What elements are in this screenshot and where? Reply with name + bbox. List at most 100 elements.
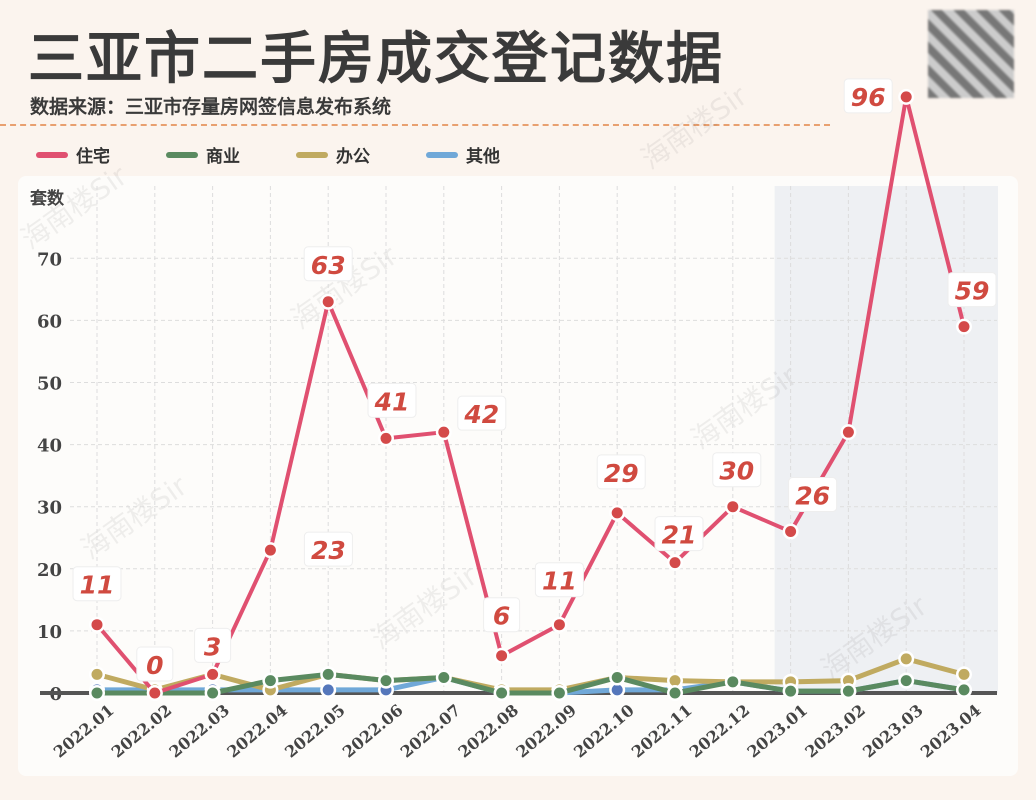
- data-point: [842, 426, 854, 438]
- legend-item[interactable]: 其他: [426, 142, 556, 167]
- data-label: 96: [851, 83, 886, 112]
- data-label: 6: [493, 602, 510, 631]
- data-source: 数据来源：三亚市存量房网签信息发布系统: [30, 96, 392, 118]
- data-label: 59: [955, 277, 990, 306]
- legend-label: 其他: [466, 147, 500, 167]
- y-tick-label: 10: [37, 622, 62, 643]
- y-tick-label: 40: [37, 436, 62, 457]
- legend-label: 商业: [206, 147, 240, 167]
- data-point: [91, 619, 103, 631]
- legend-label: 办公: [336, 147, 370, 167]
- data-label-box: [483, 597, 521, 633]
- data-point: [842, 675, 854, 687]
- data-point: [785, 526, 797, 538]
- data-point: [842, 685, 854, 697]
- data-point: [958, 684, 970, 696]
- highlight-region: [774, 186, 998, 693]
- x-tick-label: 2022.02: [108, 701, 176, 762]
- legend-item[interactable]: 住宅: [36, 142, 166, 167]
- data-label: 11: [542, 567, 577, 596]
- data-point: [727, 676, 739, 688]
- x-tick-label: 2022.12: [686, 701, 754, 762]
- y-tick-label: 20: [37, 560, 62, 581]
- x-tick-label: 2022.07: [397, 701, 465, 762]
- data-point: [264, 675, 276, 687]
- data-label-box: [947, 272, 997, 308]
- data-point: [669, 675, 681, 687]
- data-label: 21: [662, 521, 697, 550]
- watermark-text: 海南楼Sir: [365, 559, 483, 656]
- watermark-text: 海南楼Sir: [635, 79, 753, 176]
- legend-label: 住宅: [76, 147, 110, 167]
- x-tick-label: 2022.05: [281, 701, 349, 762]
- data-point: [900, 653, 912, 665]
- x-tick-label: 2023.03: [859, 701, 927, 762]
- data-point: [669, 687, 681, 699]
- series-line-2: [96, 656, 965, 693]
- data-label: 63: [311, 251, 346, 280]
- data-label: 3: [204, 632, 221, 661]
- data-point: [380, 675, 392, 687]
- data-label: 29: [604, 459, 639, 488]
- y-tick-label: 60: [37, 311, 62, 332]
- legend: 住宅 商业 办公 其他: [36, 142, 556, 167]
- data-point: [727, 501, 739, 513]
- legend-item[interactable]: 办公: [296, 142, 426, 167]
- x-tick-label: 2022.06: [339, 701, 407, 762]
- y-tick-label: 50: [37, 374, 62, 395]
- data-point: [496, 650, 508, 662]
- y-tick-label: 70: [37, 249, 62, 270]
- qr-code-image: [928, 10, 1014, 98]
- data-label-box: [194, 627, 232, 663]
- data-label-box: [136, 646, 174, 682]
- legend-item[interactable]: 商业: [166, 142, 296, 167]
- page-title: 三亚市二手房成交登记数据: [28, 27, 724, 92]
- data-point: [958, 321, 970, 333]
- data-point: [611, 507, 623, 519]
- data-point: [553, 687, 565, 699]
- data-label-box: [303, 246, 353, 282]
- data-label: 23: [311, 536, 346, 565]
- data-point: [149, 687, 161, 699]
- data-point: [322, 684, 334, 696]
- data-label: 42: [463, 400, 499, 429]
- data-label: 30: [719, 457, 754, 486]
- data-label: 11: [80, 571, 115, 600]
- data-label-box: [534, 562, 584, 598]
- x-tick-label: 2022.04: [223, 701, 291, 762]
- data-point: [322, 668, 334, 680]
- data-label: 0: [146, 651, 163, 680]
- data-label-box: [712, 452, 762, 488]
- x-tick-label: 2023.04: [917, 701, 985, 762]
- legend-swatch: [426, 151, 458, 158]
- x-tick-label: 2023.02: [801, 701, 869, 762]
- data-label: 26: [795, 482, 830, 511]
- x-tick-label: 2022.01: [50, 701, 118, 762]
- data-point: [496, 687, 508, 699]
- data-label-box: [303, 531, 353, 567]
- divider: [0, 124, 830, 126]
- x-tick-label: 2022.08: [455, 701, 523, 762]
- data-point: [958, 668, 970, 680]
- y-axis-label: 套数: [29, 188, 65, 209]
- data-point: [553, 619, 565, 631]
- data-point: [611, 671, 623, 683]
- data-label-box: [788, 477, 838, 513]
- data-label-box: [457, 395, 507, 431]
- x-tick-label: 2023.01: [744, 701, 812, 762]
- data-point: [91, 668, 103, 680]
- watermark-text: 海南楼Sir: [75, 469, 193, 566]
- data-label: 41: [374, 387, 410, 416]
- data-label-box: [72, 566, 122, 602]
- y-tick-label: 30: [37, 498, 62, 519]
- legend-swatch: [296, 151, 328, 158]
- x-tick-label: 2022.03: [166, 701, 234, 762]
- data-point: [380, 432, 392, 444]
- data-point: [207, 687, 219, 699]
- data-point: [669, 557, 681, 569]
- data-point: [438, 671, 450, 683]
- data-label-box: [367, 382, 417, 418]
- data-label-box: [654, 516, 704, 552]
- data-point: [900, 91, 912, 103]
